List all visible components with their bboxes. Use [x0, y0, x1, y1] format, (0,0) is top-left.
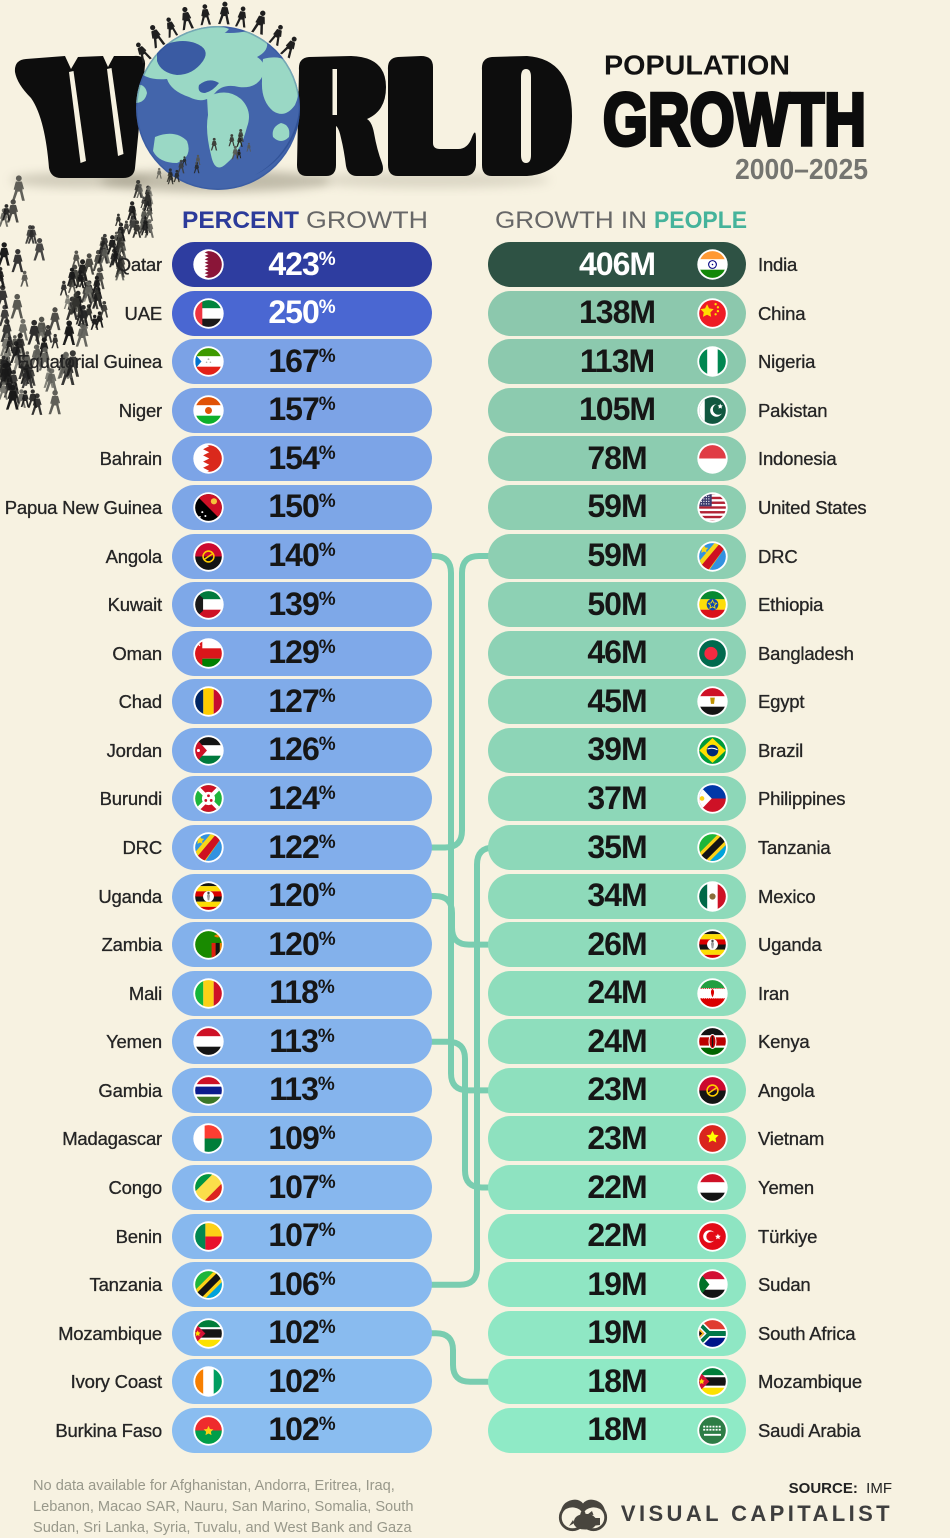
svg-text:2000–2025: 2000–2025 — [735, 154, 868, 186]
svg-text:GROWTH IN: GROWTH IN — [495, 207, 647, 234]
svg-text:PERCENT: PERCENT — [182, 207, 299, 234]
svg-text:PEOPLE: PEOPLE — [654, 207, 747, 234]
svg-text:POPULATION: POPULATION — [604, 49, 790, 80]
svg-text:GROWTH: GROWTH — [306, 207, 428, 234]
svg-text:GROWTH: GROWTH — [603, 78, 866, 161]
